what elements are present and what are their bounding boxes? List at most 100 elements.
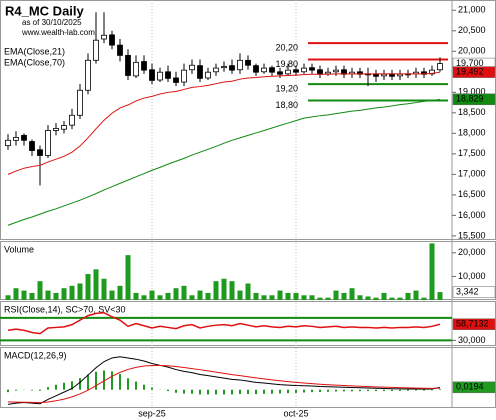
histogram-bar [87,374,89,390]
candle-body [141,61,147,71]
volume-bar [21,290,27,300]
histogram-bar [287,389,289,394]
volume-bar [141,295,147,300]
volume-bar [189,295,195,300]
legend-entry: EMA(Close,70) [4,57,65,67]
candle-body [45,130,51,156]
histogram-bar [279,389,281,394]
histogram-bar [255,389,257,395]
candle-body [13,137,19,141]
volume-bar [93,269,99,300]
volume-bar [165,292,171,300]
histogram-bar [391,389,393,392]
subtitle: as of 30/10/2025 [22,18,82,27]
ema-line [7,98,441,226]
pane-title: MACD(12,26,9) [4,350,67,360]
y-tick-label: 16,500 [458,189,486,199]
volume-bar [125,255,131,300]
rsi-line [7,312,441,335]
histogram-bar [199,389,201,395]
histogram-bar [335,389,337,392]
histogram-bar [63,382,65,390]
candle-body [109,34,115,46]
volume-bar [69,285,75,300]
candle-body [101,34,107,40]
histogram-bar [103,370,105,390]
candle-body [229,65,235,71]
volume-bar [117,285,123,300]
histogram-bar [231,389,233,395]
candle-body [53,128,59,131]
level-label: 19,80 [275,59,298,69]
histogram-bar [319,389,321,393]
histogram-bar [79,378,81,390]
candle-body [181,69,187,83]
y-tick-label: 10,000 [458,271,486,281]
y-tick-label: 18,500 [458,107,486,117]
candle-body [285,69,291,75]
volume-bar [237,290,243,300]
macd-line [7,356,441,405]
histogram-bar [399,389,401,391]
candle-body [245,59,251,66]
value-box [452,286,496,298]
volume-bar [77,283,83,300]
volume-bar [317,297,323,300]
volume-bar [349,288,355,300]
value-box [452,381,496,394]
value-box-label: 19,492 [456,66,484,76]
histogram-bar [15,389,17,391]
histogram-bar [351,389,353,392]
volume-bar [293,292,299,300]
candle-body [197,65,203,79]
candle-body [253,65,259,73]
y-tick-label: 17,000 [458,169,486,179]
histogram-bar [143,384,145,390]
volume-bar [45,290,51,300]
volume-bar [365,296,371,300]
volume-bar [245,283,251,300]
candle-body [237,59,243,71]
candle-body [269,67,275,73]
histogram-bar [207,389,209,395]
candle-body [301,67,307,73]
candle-body [205,71,211,79]
candle-body [93,39,99,61]
candle-body [221,66,227,69]
histogram-bar [95,371,97,390]
candle-body [397,73,403,77]
histogram-bar [55,384,57,390]
candle-body [37,149,43,156]
y-tick-label: 20,000 [458,46,486,56]
candle-body [85,59,91,91]
histogram-bar [327,389,329,392]
candle-body [77,89,83,116]
volume-bar [261,295,267,300]
level-label: 20,20 [275,42,298,52]
volume-bar [277,290,283,300]
histogram-bar [215,389,217,395]
histogram-bar [407,389,409,391]
y-tick-label: 21,000 [458,5,486,15]
volume-bar [149,290,155,300]
histogram-bar [431,389,433,391]
candle-body [69,114,75,126]
candle-body [133,61,139,77]
pane-title: RSI(Close,14), SC>70, SV<30 [4,304,126,314]
volume-bar [37,281,43,300]
histogram-bar [303,389,305,393]
histogram-bar [415,389,417,391]
y-tick-label: 20,000 [458,247,486,257]
histogram-bar [263,389,265,394]
volume-bar [325,297,331,300]
histogram-bar [423,389,425,391]
histogram-bar [31,389,33,391]
histogram-bar [247,389,249,395]
source: www.wealth-lab.com [21,28,95,37]
volume-bar [309,295,315,300]
volume-bar [229,281,235,300]
histogram-bar [135,381,137,390]
histogram-bar [127,378,129,390]
volume-bar [413,290,419,300]
y-tick-label: 19,000 [458,87,486,97]
